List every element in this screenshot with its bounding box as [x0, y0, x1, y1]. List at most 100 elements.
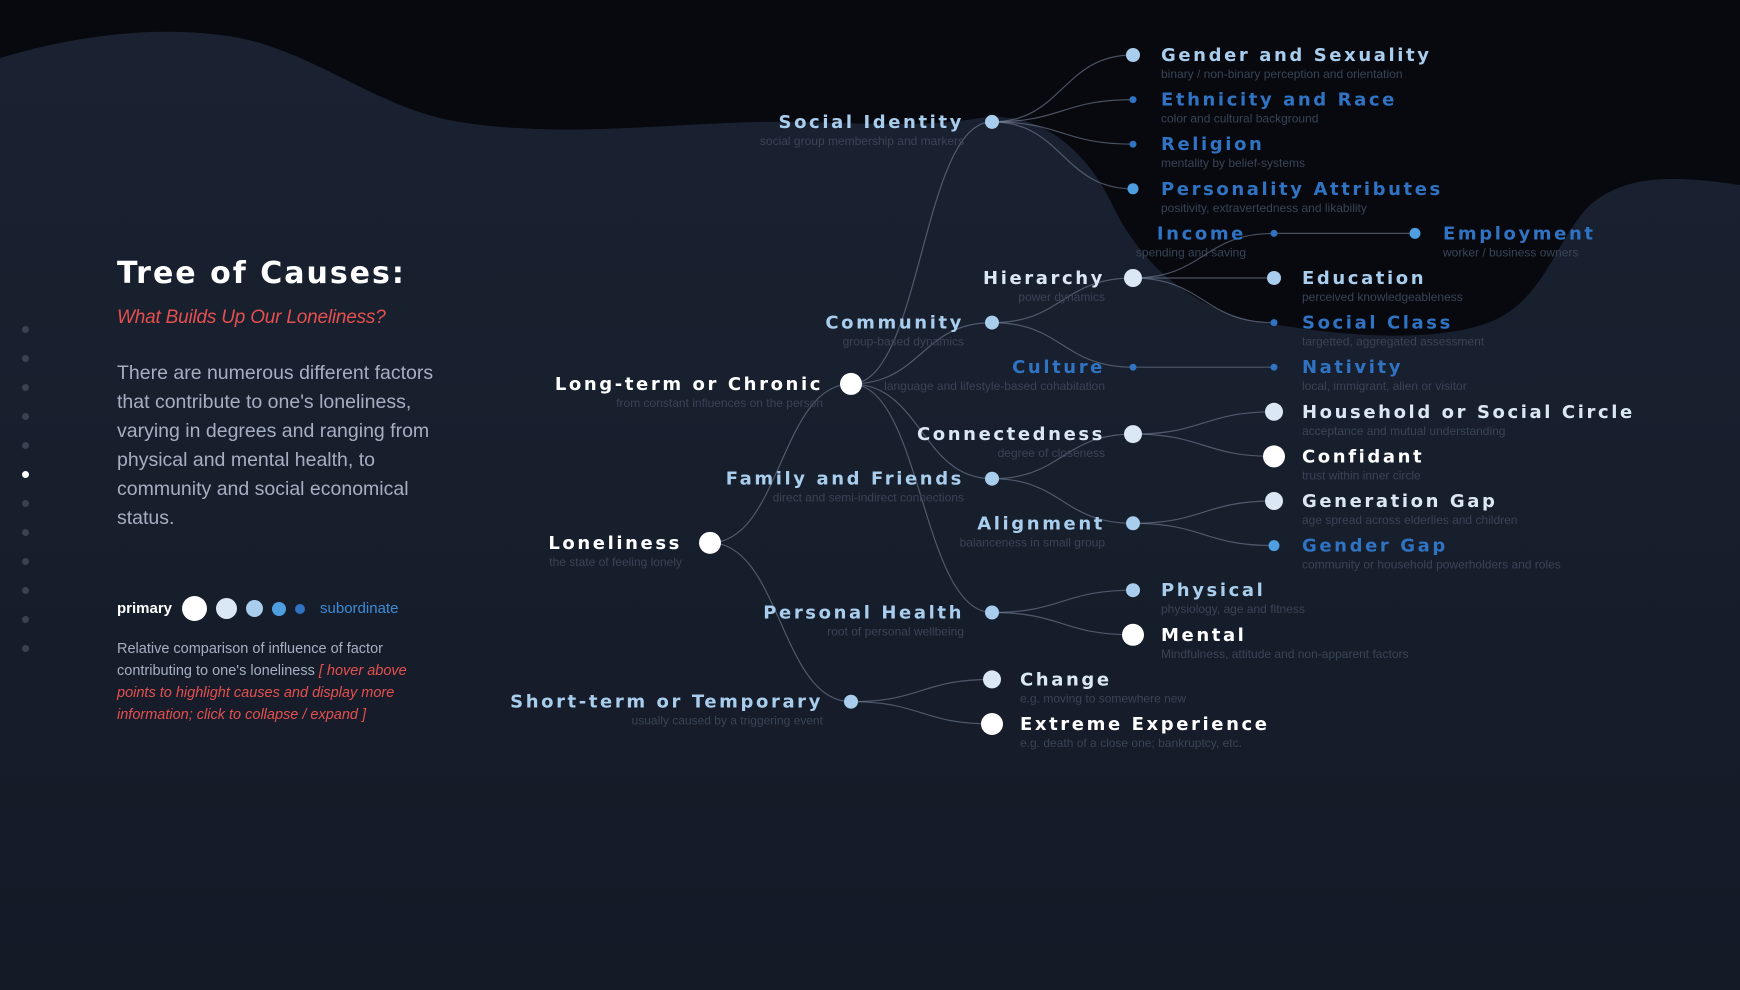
- section-nav-dot[interactable]: [22, 587, 29, 594]
- node-description: local, immigrant, alien or visitor: [1302, 379, 1467, 393]
- node-description: spending and saving: [1136, 245, 1246, 259]
- node-label: Religion: [1161, 134, 1264, 155]
- node-label: Change: [1020, 669, 1112, 690]
- node-point[interactable]: [1126, 516, 1140, 531]
- node-label: Alignment: [977, 513, 1105, 534]
- section-nav-dot[interactable]: [22, 326, 29, 333]
- node-point[interactable]: [1270, 363, 1278, 371]
- node-label: Loneliness: [548, 533, 682, 554]
- node-label: Family and Friends: [726, 469, 964, 490]
- node-description: positivity, extravertedness and likabili…: [1161, 201, 1367, 215]
- node-point[interactable]: [985, 114, 999, 129]
- tree-link: [709, 542, 852, 703]
- node-point[interactable]: [1270, 319, 1278, 327]
- node-point[interactable]: [1129, 140, 1137, 148]
- node-point[interactable]: [983, 670, 1001, 689]
- node-point[interactable]: [1124, 425, 1142, 444]
- node-description: from constant influences on the person: [616, 396, 823, 410]
- tree-link: [1132, 411, 1275, 435]
- node-point[interactable]: [699, 531, 721, 554]
- tree-link: [991, 478, 1134, 524]
- node-description: Mindfulness, attitude and non-apparent f…: [1161, 647, 1409, 661]
- node-point[interactable]: [1270, 229, 1278, 237]
- section-nav-dot[interactable]: [22, 442, 29, 449]
- node-description: language and lifestyle-based cohabitatio…: [884, 379, 1105, 393]
- node-point[interactable]: [1129, 363, 1137, 371]
- node-point[interactable]: [1265, 402, 1283, 421]
- node-label: Confidant: [1302, 446, 1424, 467]
- section-nav-dot[interactable]: [22, 471, 29, 478]
- node-label: Social Class: [1302, 313, 1453, 334]
- node-description: usually caused by a triggering event: [632, 714, 824, 728]
- intro-description: There are numerous different factors tha…: [117, 362, 434, 529]
- node-point[interactable]: [1409, 227, 1421, 239]
- node-point[interactable]: [981, 713, 1003, 735]
- section-nav-dot[interactable]: [22, 529, 29, 536]
- section-nav-dot[interactable]: [22, 616, 29, 623]
- node-point[interactable]: [1127, 183, 1139, 195]
- tree-link: [709, 383, 852, 544]
- section-nav-dot[interactable]: [22, 645, 29, 652]
- node-point[interactable]: [1268, 540, 1280, 552]
- node-description: power dynamics: [1018, 290, 1105, 304]
- node-point[interactable]: [985, 315, 999, 330]
- node-description: age spread across elderlies and children: [1302, 513, 1517, 527]
- node-point[interactable]: [1263, 445, 1285, 468]
- node-point[interactable]: [1129, 96, 1137, 104]
- tree-link: [991, 54, 1134, 123]
- node-point[interactable]: [1124, 269, 1142, 287]
- node-point[interactable]: [1265, 492, 1283, 510]
- legend-primary-label: primary: [117, 600, 173, 617]
- tree-link: [1132, 433, 1275, 457]
- node-point[interactable]: [985, 605, 999, 620]
- node-point[interactable]: [985, 471, 999, 486]
- node-description: worker / business owners: [1442, 245, 1578, 259]
- tree-link: [991, 589, 1134, 614]
- node-label: Education: [1302, 268, 1426, 289]
- section-nav-dot[interactable]: [22, 500, 29, 507]
- node-point[interactable]: [1267, 271, 1281, 285]
- section-nav-dot[interactable]: [22, 558, 29, 565]
- node-point[interactable]: [1126, 583, 1140, 598]
- node-point[interactable]: [840, 372, 862, 395]
- node-point[interactable]: [1122, 623, 1144, 646]
- node-point[interactable]: [1126, 48, 1140, 62]
- tree-link: [991, 121, 1134, 145]
- section-nav-dot[interactable]: [22, 413, 29, 420]
- tree-link: [850, 383, 993, 614]
- tree-links: [709, 54, 1415, 725]
- node-point[interactable]: [844, 694, 858, 709]
- section-nav-dot[interactable]: [22, 384, 29, 391]
- node-label: Long-term or Chronic: [555, 374, 823, 395]
- section-nav-dot[interactable]: [22, 355, 29, 362]
- legend-dot-level-4: [272, 601, 287, 616]
